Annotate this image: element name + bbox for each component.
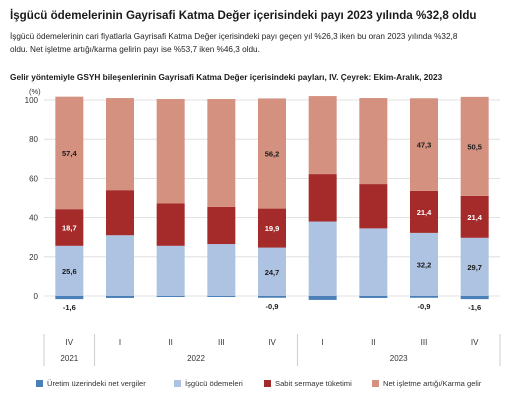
legend-label: Net işletme artığı/Karma gelir [383,379,482,388]
data-label: -1,6 [468,303,481,312]
page-title: İşgücü ödemelerinin Gayrisafi Katma Değe… [10,9,477,22]
bar-segment [308,221,337,296]
bar-segment [207,99,236,207]
bar-segment [308,96,337,175]
bar-segment [106,98,134,191]
bar-segment [258,247,286,296]
legend-item: Üretim üzerindeki net vergiler [36,379,146,388]
data-label: 21,4 [467,213,482,222]
legend-label: Sabit sermaye tüketimi [275,379,352,388]
summary-line-1: İşgücü ödemelerinin cari fiyatlarla Gayr… [10,32,458,41]
bar-segment [156,99,185,204]
bar-segment [308,296,337,300]
data-label: -1,6 [63,303,76,312]
y-tick-label: 40 [29,214,38,223]
bar-segment [460,195,489,238]
data-label: 24,7 [265,268,280,277]
x-category-label: IV [471,338,479,347]
bar-segment [156,245,185,296]
bar-segment [359,296,388,298]
y-tick-label: 80 [29,135,38,144]
bar-segment [460,96,489,196]
bar-segment [156,296,185,297]
data-label: 18,7 [62,223,77,232]
bar-segment [106,235,134,296]
legend-item: Sabit sermaye tüketimi [264,379,352,388]
chart-legend: Üretim üzerindeki net vergiler İşgücü öde… [36,379,506,391]
data-label: 29,7 [467,263,482,272]
data-label: 50,5 [467,142,482,151]
data-label: 25,6 [62,267,77,276]
x-category-label: I [119,338,121,347]
bar-segment [106,190,134,236]
x-category-label: IV [66,338,74,347]
data-label: -0,9 [418,302,431,311]
x-category-label: III [218,338,225,347]
y-tick-label: 60 [29,174,38,183]
summary-line-2: oldu. Net işletme artığı/karma gelirin p… [10,45,260,54]
legend-swatch [372,380,379,387]
bar-segment [55,245,84,296]
legend-swatch [264,380,271,387]
bar-segment [460,296,489,300]
legend-item: İşgücü ödemeleri [174,379,243,388]
legend-label: Üretim üzerindeki net vergiler [47,379,146,388]
bar-segment [258,98,286,209]
legend-swatch [36,380,43,387]
x-category-label: II [168,338,172,347]
x-year-label: 2021 [60,354,78,363]
chart-title: Gelir yöntemiyle GSYH bileşenlerinin Gay… [10,72,443,82]
bar-segment [410,190,438,233]
bar-segment [106,296,134,298]
legend-item: Net işletme artığı/Karma gelir [372,379,481,388]
bar-segment [359,184,388,229]
bar-segment [55,296,84,300]
bar-segment [207,244,236,296]
bar-segment [359,98,388,185]
x-year-label: 2023 [390,354,408,363]
bar-segment [55,96,84,210]
bar-segment [410,296,438,298]
summary-text: İşgücü ödemelerinin cari fiyatlarla Gayr… [10,30,502,56]
y-unit-label: (%) [29,87,41,96]
legend-label: İşgücü ödemeleri [185,379,243,388]
x-category-label: II [371,338,375,347]
data-label: 21,4 [417,208,432,217]
x-category-label: III [421,338,428,347]
x-category-label: IV [268,338,276,347]
bar-segment [359,228,388,296]
bar-segment [207,296,236,297]
bar-segment [156,203,185,246]
bar-segment [207,206,236,245]
bar-segment [410,98,438,191]
data-label: 47,3 [417,141,432,150]
bar-segment [258,296,286,298]
data-label: -0,9 [266,302,279,311]
x-year-label: 2022 [187,354,205,363]
data-label: 57,4 [62,149,77,158]
bar-segment [460,237,489,296]
bar-segment [55,209,84,246]
y-tick-label: 100 [25,96,39,105]
data-label: 32,2 [417,260,432,269]
x-category-label: I [322,338,324,347]
bar-segment [308,174,337,222]
y-tick-label: 20 [29,253,38,262]
bar-segment [258,208,286,248]
data-label: 56,2 [265,150,280,159]
legend-swatch [174,380,181,387]
y-tick-label: 0 [34,292,39,301]
bar-segment [410,232,438,296]
data-label: 19,9 [265,224,280,233]
